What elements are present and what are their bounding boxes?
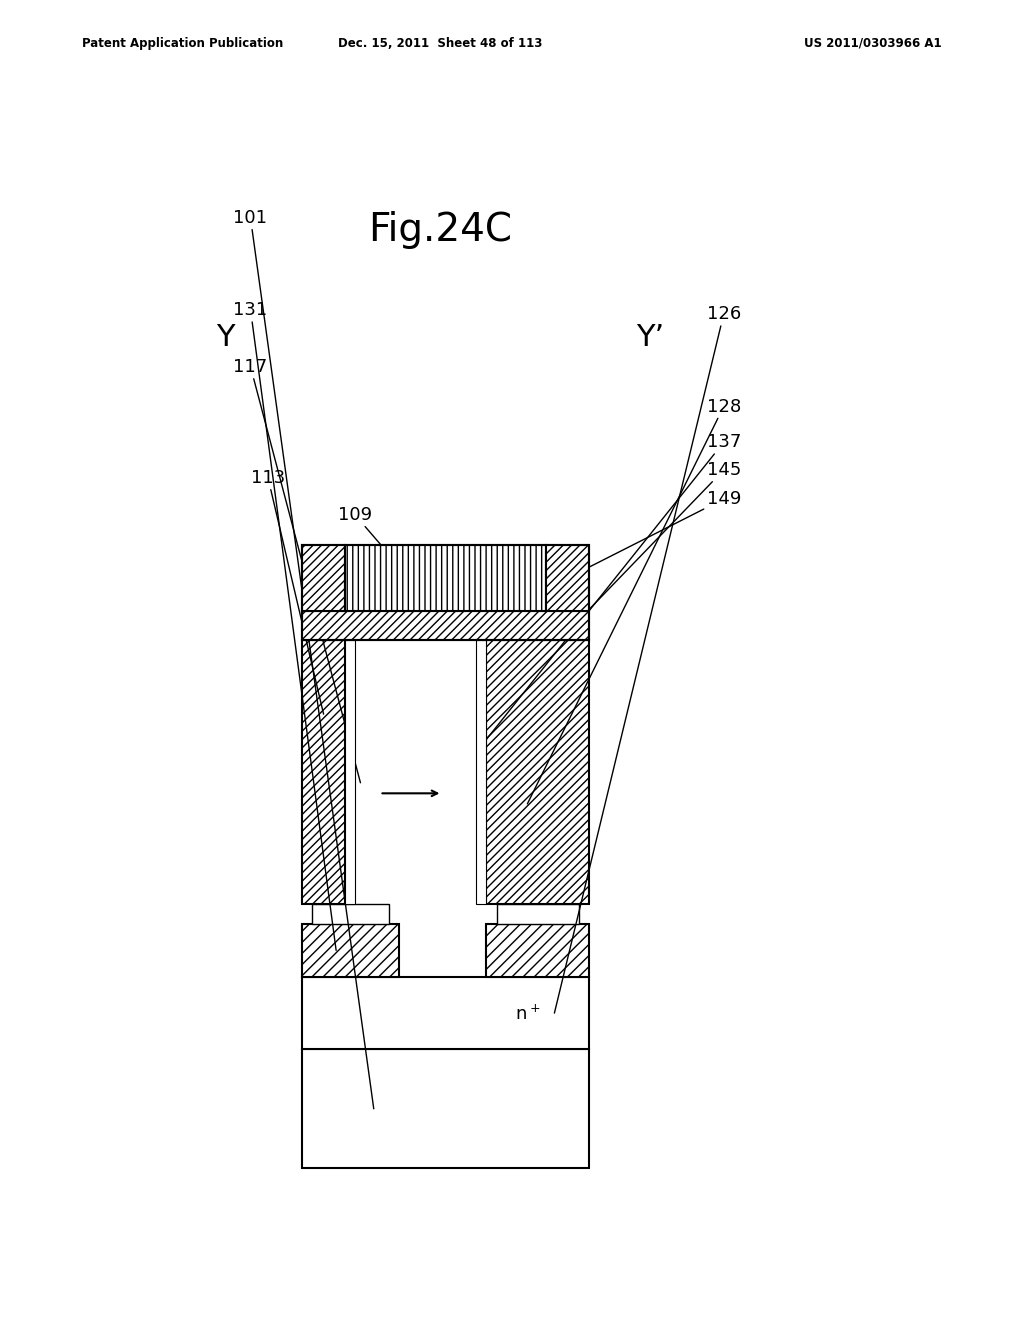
- Bar: [345, 545, 546, 611]
- Text: 145: 145: [573, 461, 741, 626]
- Text: 128: 128: [527, 397, 740, 804]
- Text: 101: 101: [233, 209, 374, 1109]
- Bar: [302, 545, 589, 640]
- Text: 137: 137: [481, 433, 741, 746]
- Bar: [312, 904, 389, 924]
- Text: 113: 113: [251, 469, 324, 714]
- Text: 126: 126: [554, 305, 740, 1014]
- Text: Patent Application Publication: Patent Application Publication: [82, 37, 284, 50]
- Bar: [486, 640, 589, 904]
- Bar: [345, 640, 355, 904]
- Bar: [302, 1049, 589, 1168]
- Bar: [302, 545, 345, 611]
- Text: 109: 109: [338, 506, 410, 578]
- Bar: [486, 924, 589, 977]
- Text: Dec. 15, 2011  Sheet 48 of 113: Dec. 15, 2011 Sheet 48 of 113: [338, 37, 543, 50]
- Bar: [302, 924, 399, 977]
- Text: Y: Y: [216, 323, 234, 352]
- Text: 149: 149: [567, 490, 741, 578]
- Text: n$^+$: n$^+$: [515, 1005, 540, 1023]
- Text: Fig.24C: Fig.24C: [369, 211, 512, 249]
- Text: US 2011/0303966 A1: US 2011/0303966 A1: [805, 37, 942, 50]
- Text: Y’: Y’: [636, 323, 665, 352]
- Text: 131: 131: [233, 301, 336, 950]
- Bar: [302, 640, 345, 904]
- Bar: [546, 545, 589, 611]
- Bar: [302, 611, 589, 640]
- Text: 117: 117: [233, 358, 360, 783]
- Bar: [497, 904, 579, 924]
- Bar: [476, 640, 486, 904]
- Bar: [302, 977, 589, 1049]
